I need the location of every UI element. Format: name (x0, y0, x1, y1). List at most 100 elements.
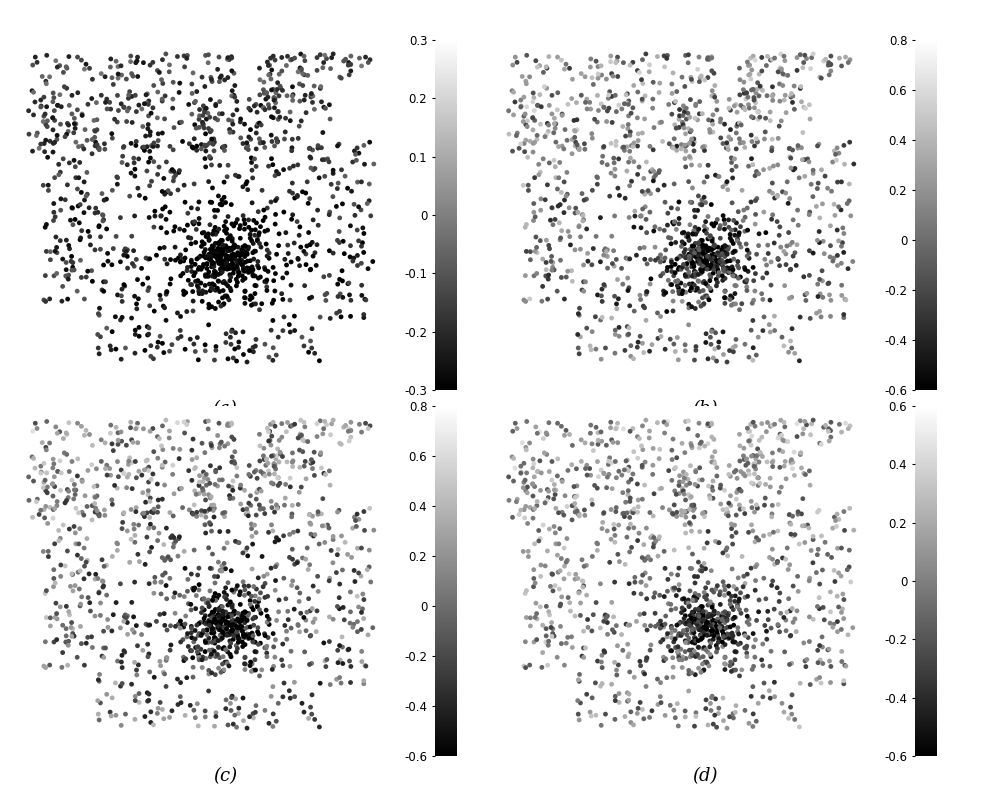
Point (678, 270, 694, 283)
Point (681, 233, 697, 246)
Point (556, 63, 572, 76)
Point (838, 294, 854, 306)
Point (677, 338, 693, 351)
Point (676, 122, 692, 135)
Point (776, 706, 792, 719)
Point (733, 465, 749, 478)
Point (218, 618, 234, 630)
Point (553, 598, 569, 611)
Point (206, 240, 222, 252)
Point (46, 564, 62, 576)
Point (607, 576, 623, 588)
Point (251, 498, 267, 511)
Point (509, 127, 525, 139)
Point (690, 611, 706, 624)
Point (809, 182, 825, 195)
Point (708, 279, 724, 292)
Point (197, 518, 213, 531)
Point (213, 263, 229, 275)
Point (114, 677, 130, 690)
Point (255, 502, 271, 515)
Point (539, 82, 555, 95)
Point (38, 611, 54, 624)
Point (214, 564, 230, 577)
Point (540, 125, 556, 138)
Point (238, 240, 254, 253)
Point (841, 194, 857, 207)
Point (98, 462, 114, 475)
Point (678, 102, 694, 115)
Point (59, 494, 75, 507)
Point (204, 300, 220, 313)
Point (49, 634, 65, 646)
Point (212, 159, 228, 172)
Point (527, 502, 543, 515)
Point (695, 248, 711, 260)
Point (196, 250, 212, 263)
Point (666, 582, 682, 595)
Point (506, 452, 522, 465)
Point (790, 505, 806, 518)
Point (221, 53, 237, 66)
Point (638, 213, 654, 226)
Point (701, 628, 717, 641)
Point (789, 417, 805, 430)
Point (204, 623, 220, 636)
Point (816, 55, 832, 68)
Point (225, 614, 241, 626)
Point (331, 504, 347, 517)
Point (641, 424, 657, 437)
Point (206, 498, 222, 511)
Point (214, 244, 230, 256)
Point (554, 475, 570, 488)
Point (186, 132, 202, 145)
Point (695, 605, 711, 618)
Point (224, 84, 240, 97)
Point (201, 503, 217, 516)
Point (592, 577, 608, 590)
Point (346, 252, 362, 264)
Point (621, 522, 637, 535)
Point (622, 665, 638, 678)
Point (154, 459, 170, 472)
Point (738, 604, 754, 617)
Point (629, 707, 645, 720)
Point (224, 601, 240, 614)
Point (229, 103, 245, 116)
Point (123, 55, 139, 68)
Point (583, 710, 599, 723)
Point (215, 626, 231, 639)
Point (707, 535, 723, 548)
Point (711, 702, 727, 715)
Point (248, 646, 264, 658)
Point (113, 353, 129, 365)
Point (615, 57, 631, 69)
Point (681, 616, 697, 629)
Point (684, 260, 700, 273)
Point (362, 136, 378, 149)
Point (201, 616, 217, 629)
Point (36, 294, 52, 306)
Point (669, 140, 685, 153)
Point (107, 310, 123, 323)
Point (706, 263, 722, 276)
Point (626, 305, 642, 318)
Point (685, 635, 701, 648)
Point (677, 610, 693, 622)
Point (242, 470, 258, 482)
Point (696, 664, 712, 677)
Point (671, 196, 687, 209)
Point (701, 294, 717, 306)
Point (717, 651, 733, 664)
Point (745, 627, 761, 640)
Point (344, 551, 360, 564)
Point (96, 259, 112, 271)
Point (778, 258, 794, 271)
Point (259, 568, 275, 580)
Point (169, 50, 185, 63)
Point (615, 141, 631, 154)
Point (232, 482, 248, 494)
Point (684, 623, 700, 636)
Point (142, 492, 158, 505)
Point (86, 114, 102, 127)
